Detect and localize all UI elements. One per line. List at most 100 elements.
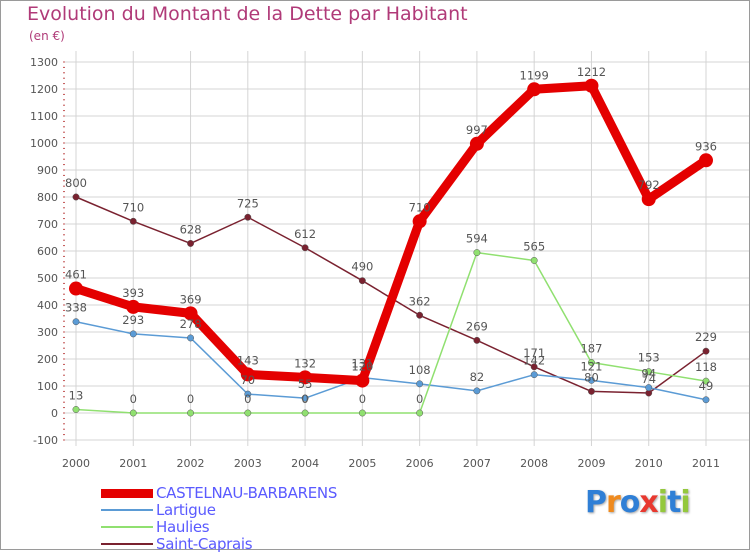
x-tick-label: 2007 — [463, 457, 491, 470]
data-point — [358, 409, 366, 417]
y-minor-tick — [63, 309, 65, 311]
data-point — [416, 409, 424, 417]
legend-swatch — [101, 543, 153, 545]
data-label: 369 — [180, 292, 202, 306]
y-minor-tick — [63, 245, 65, 247]
y-minor-tick — [63, 304, 65, 306]
series-line — [71, 81, 711, 386]
data-label: 0 — [187, 392, 194, 406]
data-point — [588, 359, 595, 366]
y-minor-tick — [63, 196, 65, 198]
data-label: 118 — [695, 360, 717, 374]
data-point — [129, 330, 137, 338]
y-minor-tick — [63, 88, 65, 90]
y-minor-tick — [63, 358, 65, 360]
y-minor-tick — [63, 120, 65, 122]
y-minor-tick — [63, 288, 65, 290]
data-point — [416, 380, 424, 388]
data-label: 997 — [466, 123, 488, 137]
y-minor-tick — [63, 380, 65, 382]
data-label: 70 — [240, 373, 255, 387]
data-point — [588, 387, 595, 395]
y-minor-tick — [63, 223, 65, 225]
y-minor-tick — [63, 353, 65, 355]
data-label: 0 — [301, 392, 308, 406]
data-point — [69, 281, 83, 296]
data-point — [187, 334, 194, 342]
data-point — [301, 394, 309, 402]
y-minor-tick — [63, 110, 65, 112]
data-label: 132 — [294, 356, 316, 370]
y-minor-tick — [63, 428, 65, 430]
y-minor-tick — [63, 272, 65, 274]
data-point — [469, 136, 484, 151]
data-label: 108 — [409, 363, 431, 377]
data-point — [473, 387, 481, 395]
legend-label: Saint-Caprais — [156, 535, 253, 553]
y-minor-tick — [63, 174, 65, 176]
data-point — [187, 409, 194, 417]
y-tick-label: 700 — [37, 218, 58, 231]
y-minor-tick — [63, 212, 65, 214]
x-tick-label: 2008 — [520, 457, 548, 470]
y-tick-label: 300 — [37, 326, 58, 339]
logo-letter: i — [657, 485, 668, 520]
y-tick-label: 1000 — [30, 137, 58, 150]
data-point — [187, 239, 194, 247]
y-tick-label: 1300 — [30, 56, 58, 69]
logo-letter: i — [680, 485, 690, 520]
x-tick-label: 2003 — [234, 457, 262, 470]
data-point — [645, 368, 653, 376]
x-tick-label: 2000 — [62, 457, 90, 470]
y-minor-tick — [63, 315, 65, 317]
data-point — [530, 363, 538, 371]
data-point — [702, 347, 710, 355]
y-tick-label: 1100 — [30, 110, 58, 123]
x-tick-label: 2009 — [577, 457, 605, 470]
legend-swatch — [101, 526, 153, 528]
y-minor-tick — [63, 142, 65, 144]
data-label: 49 — [699, 379, 714, 393]
y-tick-label: 400 — [37, 299, 58, 312]
y-minor-tick — [63, 331, 65, 333]
legend-label: Haulies — [156, 518, 210, 536]
data-label: 121 — [580, 359, 602, 373]
y-minor-tick — [63, 99, 65, 101]
y-minor-tick — [63, 385, 65, 387]
y-minor-tick — [63, 255, 65, 257]
y-minor-tick — [63, 83, 65, 85]
data-point — [126, 299, 141, 314]
y-tick-label: 500 — [37, 272, 58, 285]
y-minor-tick — [63, 417, 65, 419]
y-minor-tick — [63, 320, 65, 322]
data-label: 229 — [695, 330, 717, 344]
data-label: 131 — [351, 357, 373, 371]
y-tick-label: 0 — [51, 407, 58, 420]
data-label: 0 — [130, 392, 137, 406]
data-point — [355, 373, 370, 388]
data-label: 153 — [638, 351, 660, 365]
data-label: 74 — [641, 372, 656, 386]
y-minor-tick — [63, 250, 65, 252]
logo-letter: o — [619, 485, 641, 520]
y-minor-tick — [63, 126, 65, 128]
y-minor-tick — [63, 396, 65, 398]
logo-letter: P — [585, 485, 607, 520]
y-tick-label: 600 — [37, 245, 58, 258]
data-point — [72, 318, 80, 326]
data-label: 362 — [409, 294, 431, 308]
x-tick-label: 2006 — [406, 457, 434, 470]
data-point — [702, 377, 710, 385]
y-minor-tick — [63, 158, 65, 160]
data-point — [416, 311, 424, 319]
y-minor-tick — [63, 407, 65, 409]
x-tick-label: 2010 — [635, 457, 663, 470]
data-point — [584, 78, 599, 93]
proxiti-logo: Proxiti — [585, 485, 691, 520]
data-point — [301, 244, 309, 252]
data-label: 80 — [584, 370, 599, 384]
y-minor-tick — [63, 228, 65, 230]
data-point — [240, 367, 255, 382]
chart-subtitle: (en €) — [29, 29, 65, 43]
